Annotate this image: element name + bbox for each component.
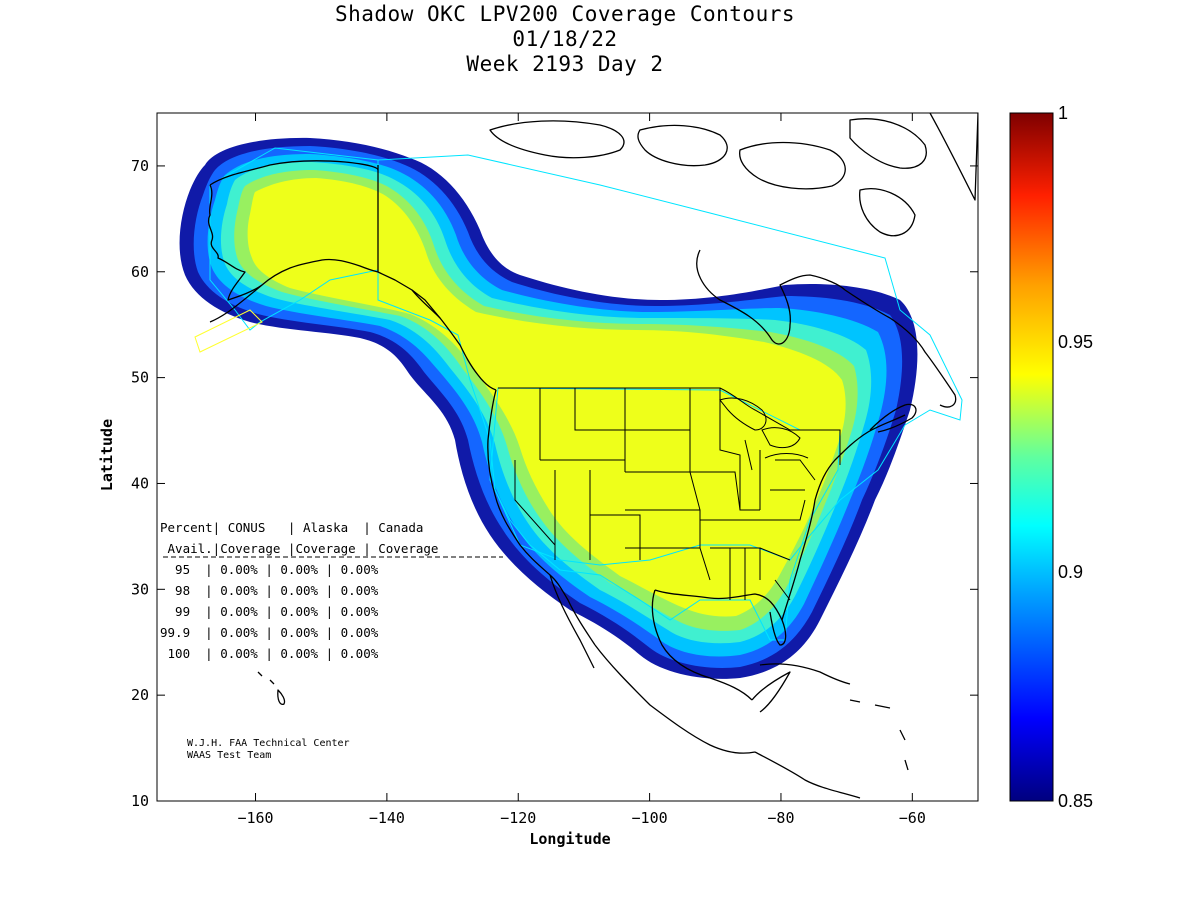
credit-line2: WAAS Test Team — [187, 750, 272, 761]
labrador — [844, 289, 957, 408]
y-tick-label: 20 — [131, 686, 149, 704]
baffin-island — [859, 188, 916, 237]
alaska-coast — [207, 160, 379, 301]
mexico-coast — [594, 644, 756, 754]
coverage-stats-table: Percent| CONUS | Alaska | Canada Avail.|… — [160, 517, 438, 664]
colorbar-label-max: 1 — [1058, 103, 1069, 123]
hudson-bay — [696, 249, 846, 345]
us-west-coast — [487, 389, 596, 646]
x-tick-label: −100 — [632, 809, 668, 827]
yucatan — [751, 671, 791, 713]
arctic-islands-4 — [849, 118, 927, 169]
y-tick-label: 30 — [131, 580, 149, 598]
y-tick-label: 70 — [131, 157, 149, 175]
x-tick-label: −60 — [899, 809, 926, 827]
hawaii — [257, 671, 286, 706]
x-tick-label: −120 — [500, 809, 536, 827]
arctic-islands-1 — [489, 120, 625, 159]
alaska-service-volume — [209, 147, 379, 331]
table-header-1: Percent| CONUS | Alaska | Canada — [160, 520, 424, 535]
alaska-peninsula — [209, 284, 263, 323]
colorbar-label-095: 0.95 — [1058, 332, 1094, 352]
nova-scotia — [869, 403, 917, 433]
state-boundaries — [498, 387, 841, 601]
canada-service-volume — [377, 154, 963, 566]
y-tick-label: 50 — [131, 369, 149, 387]
arctic-islands-2 — [637, 124, 728, 167]
y-axis-label: Latitude — [98, 419, 116, 491]
canada-border-alaska — [377, 165, 441, 319]
great-lakes — [719, 397, 809, 471]
table-row: 99 | 0.00% | 0.00% | 0.00% — [160, 604, 379, 619]
chart-title-date: 01/18/22 — [512, 27, 618, 51]
x-tick-label: −140 — [369, 809, 405, 827]
coverage-band-yellow — [247, 178, 846, 617]
y-tick-label: 10 — [131, 792, 149, 810]
table-rows: 95 | 0.00% | 0.00% | 0.00% 98 | 0.00% | … — [160, 559, 438, 664]
cuba — [759, 663, 851, 685]
y-tick-label: 60 — [131, 263, 149, 281]
caribbean-islands — [849, 699, 909, 771]
x-tick-label: −80 — [767, 809, 794, 827]
table-row: 99.9 | 0.00% | 0.00% | 0.00% — [160, 625, 379, 640]
baja — [549, 574, 595, 669]
bc-coast — [411, 289, 497, 391]
axis-ticks: −160 −140 −120 −100 −80 −60 10 20 30 40 50 60 70 — [131, 113, 978, 827]
table-header-2: Avail.|Coverage |Coverage | Coverage — [160, 541, 439, 556]
colorbar-label-min: 0.85 — [1058, 791, 1094, 811]
central-america — [754, 751, 861, 799]
mexico-gulf — [651, 589, 753, 701]
arctic-islands-3 — [739, 141, 846, 190]
coverage-region — [179, 137, 918, 679]
chart-title-line1: Shadow OKC LPV200 Coverage Contours — [334, 2, 795, 26]
canada-us-border — [498, 387, 841, 465]
greenland-edge — [929, 113, 978, 201]
y-tick-label: 40 — [131, 474, 149, 492]
plot-frame — [156, 112, 979, 802]
x-axis-label: Longitude — [529, 830, 610, 848]
chart-title-week: Week 2193 Day 2 — [466, 52, 664, 76]
east-coast — [781, 414, 906, 621]
credit-line1: W.J.H. FAA Technical Center — [187, 738, 350, 749]
state-lines-west — [514, 388, 700, 560]
table-row: 100 | 0.00% | 0.00% | 0.00% — [160, 646, 379, 661]
table-row: 98 | 0.00% | 0.00% | 0.00% — [160, 583, 379, 598]
colorbar — [1009, 112, 1054, 802]
gulf-coast — [654, 589, 787, 646]
state-lines-east — [719, 388, 816, 601]
aleutian-volume — [194, 309, 263, 353]
coastlines — [207, 113, 978, 799]
colorbar-label-090: 0.9 — [1058, 562, 1084, 582]
x-tick-label: −160 — [237, 809, 273, 827]
table-row: 95 | 0.00% | 0.00% | 0.00% — [160, 562, 379, 577]
